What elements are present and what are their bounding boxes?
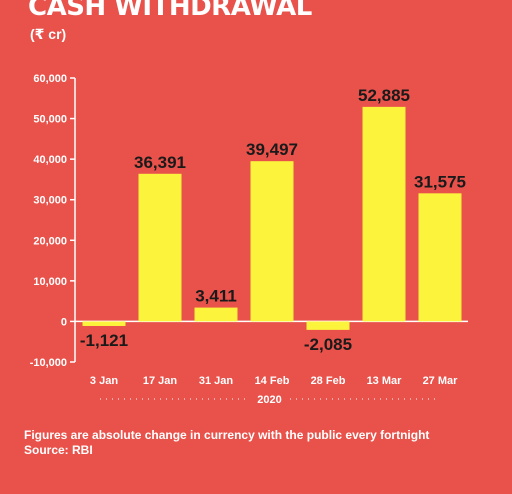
data-label: 39,497 bbox=[246, 140, 298, 159]
bar bbox=[362, 106, 406, 322]
chart-title: CASH WITHDRAWAL bbox=[28, 0, 312, 22]
bar bbox=[194, 307, 238, 322]
x-tick-label: 14 Feb bbox=[255, 375, 290, 387]
footnote: Figures are absolute change in currency … bbox=[24, 428, 429, 458]
y-tick-label: -10,000 bbox=[30, 357, 67, 369]
x-tick-label: 3 Jan bbox=[90, 375, 118, 387]
data-label: 31,575 bbox=[414, 172, 466, 191]
x-tick-label: 31 Jan bbox=[199, 375, 234, 387]
data-label: 52,885 bbox=[358, 86, 410, 105]
unit-label: (₹ cr) bbox=[30, 26, 67, 42]
footnote-text: Figures are absolute change in currency … bbox=[24, 428, 430, 442]
data-label: -2,085 bbox=[304, 335, 352, 354]
bar bbox=[82, 321, 126, 326]
bar bbox=[418, 193, 462, 322]
bar bbox=[250, 161, 294, 322]
y-tick-label: 50,000 bbox=[33, 114, 67, 126]
y-tick-label: 0 bbox=[61, 316, 67, 328]
x-tick-label: 13 Mar bbox=[367, 375, 403, 387]
data-label: 36,391 bbox=[134, 153, 186, 172]
x-tick-label: 17 Jan bbox=[143, 375, 178, 387]
y-tick-label: 30,000 bbox=[33, 195, 67, 207]
y-tick-label: 40,000 bbox=[33, 154, 67, 166]
y-tick-label: 60,000 bbox=[33, 73, 67, 85]
data-label: -1,121 bbox=[80, 331, 128, 350]
x-tick-label: 28 Feb bbox=[311, 375, 346, 387]
data-label: 3,411 bbox=[195, 287, 237, 306]
bar bbox=[306, 321, 350, 330]
bar bbox=[138, 173, 182, 322]
group-label: 2020 bbox=[257, 394, 281, 406]
x-tick-label: 27 Mar bbox=[423, 375, 459, 387]
y-tick-label: 10,000 bbox=[33, 276, 67, 288]
source-text: Source: RBI bbox=[24, 443, 93, 457]
y-tick-label: 20,000 bbox=[33, 235, 67, 247]
